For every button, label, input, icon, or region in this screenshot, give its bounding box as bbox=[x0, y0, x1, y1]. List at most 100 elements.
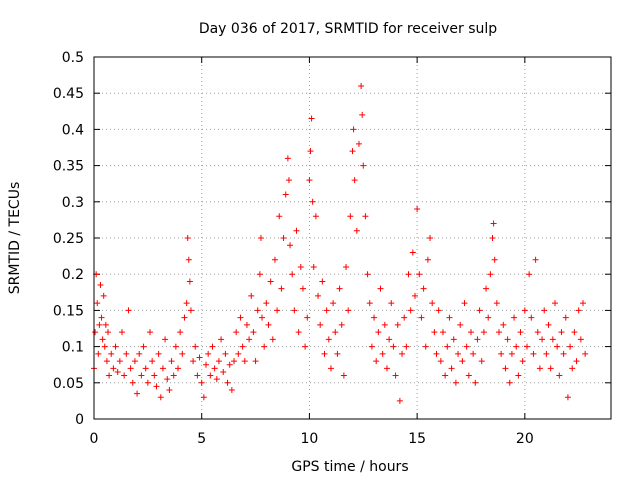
data-point bbox=[194, 372, 201, 379]
data-point bbox=[289, 271, 296, 278]
data-point bbox=[114, 368, 121, 375]
data-point bbox=[470, 350, 477, 357]
data-point bbox=[287, 242, 294, 249]
x-axis-label: GPS time / hours bbox=[291, 459, 408, 475]
data-point bbox=[155, 350, 162, 357]
grid-lines bbox=[94, 57, 611, 419]
data-point bbox=[250, 329, 257, 336]
data-point bbox=[560, 350, 567, 357]
data-point bbox=[95, 350, 102, 357]
data-point bbox=[362, 213, 369, 220]
data-point bbox=[452, 379, 459, 386]
data-point bbox=[177, 329, 184, 336]
data-point bbox=[284, 155, 291, 162]
data-point bbox=[325, 336, 332, 343]
data-point bbox=[127, 365, 134, 372]
y-tick-label: 0.1 bbox=[62, 340, 84, 356]
data-point bbox=[500, 321, 507, 328]
data-point bbox=[259, 314, 266, 321]
data-point bbox=[338, 321, 345, 328]
y-tick-label: 0.5 bbox=[62, 50, 84, 66]
data-point bbox=[351, 177, 358, 184]
data-point bbox=[226, 361, 233, 368]
y-tick-label: 0.15 bbox=[53, 303, 84, 319]
data-point bbox=[241, 358, 248, 365]
data-point bbox=[347, 213, 354, 220]
data-point bbox=[184, 235, 191, 241]
data-point bbox=[271, 256, 278, 263]
data-point bbox=[353, 227, 360, 234]
data-point bbox=[386, 336, 393, 343]
data-point bbox=[545, 321, 552, 328]
data-point bbox=[350, 126, 357, 133]
data-point bbox=[112, 343, 119, 350]
data-point bbox=[263, 300, 270, 307]
data-point bbox=[157, 394, 164, 401]
data-point bbox=[435, 307, 442, 314]
data-point bbox=[101, 343, 108, 350]
data-point bbox=[125, 307, 132, 314]
data-point bbox=[108, 350, 115, 357]
data-point bbox=[129, 379, 136, 386]
data-point bbox=[228, 387, 235, 394]
data-point bbox=[134, 390, 141, 397]
data-point bbox=[147, 329, 154, 336]
data-point bbox=[541, 307, 548, 314]
data-point bbox=[340, 372, 347, 379]
data-point bbox=[96, 321, 103, 328]
data-point bbox=[442, 372, 449, 379]
data-point bbox=[276, 213, 283, 220]
data-point bbox=[213, 376, 220, 383]
data-point bbox=[407, 307, 414, 314]
data-point bbox=[110, 365, 117, 372]
data-point bbox=[97, 282, 104, 289]
data-point bbox=[215, 358, 222, 365]
data-point bbox=[153, 383, 160, 390]
data-point bbox=[136, 350, 143, 357]
data-point bbox=[528, 314, 535, 321]
data-point bbox=[480, 329, 487, 336]
data-point bbox=[220, 368, 227, 375]
data-point bbox=[304, 314, 311, 321]
data-point bbox=[207, 372, 214, 379]
plot-frame bbox=[93, 56, 612, 420]
data-point bbox=[498, 350, 505, 357]
data-point bbox=[98, 314, 105, 321]
data-point bbox=[261, 343, 268, 350]
data-point bbox=[427, 235, 434, 241]
data-point bbox=[465, 372, 472, 379]
data-point bbox=[383, 365, 390, 372]
data-point bbox=[364, 271, 371, 278]
data-point bbox=[315, 292, 322, 299]
data-point bbox=[461, 300, 468, 307]
data-point bbox=[265, 321, 272, 328]
data-point bbox=[403, 343, 410, 350]
data-point bbox=[556, 372, 563, 379]
data-point bbox=[558, 329, 565, 336]
data-point bbox=[159, 365, 166, 372]
data-point bbox=[554, 343, 561, 350]
data-point bbox=[267, 278, 274, 285]
data-point bbox=[396, 397, 403, 404]
data-point bbox=[375, 329, 382, 336]
data-point bbox=[579, 300, 586, 307]
data-point bbox=[144, 379, 151, 386]
data-point bbox=[401, 314, 408, 321]
data-point bbox=[508, 350, 515, 357]
data-point bbox=[416, 271, 423, 278]
data-point bbox=[307, 148, 314, 155]
data-point bbox=[248, 292, 255, 299]
data-point bbox=[295, 329, 302, 336]
data-point bbox=[99, 336, 106, 343]
data-point bbox=[278, 285, 285, 292]
data-point bbox=[183, 300, 190, 307]
data-point bbox=[521, 307, 528, 314]
data-point bbox=[332, 329, 339, 336]
data-point bbox=[200, 394, 207, 401]
data-point bbox=[564, 394, 571, 401]
data-point bbox=[513, 343, 520, 350]
data-point bbox=[489, 235, 496, 241]
data-point bbox=[187, 307, 194, 314]
data-point bbox=[474, 336, 481, 343]
